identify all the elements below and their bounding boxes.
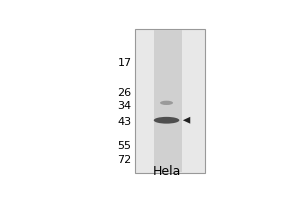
Ellipse shape xyxy=(154,117,179,124)
Bar xyxy=(154,30,182,172)
Text: 17: 17 xyxy=(118,58,132,68)
Text: 34: 34 xyxy=(118,101,132,111)
Text: 72: 72 xyxy=(117,155,132,165)
Polygon shape xyxy=(183,117,190,124)
Ellipse shape xyxy=(160,101,173,105)
Text: Hela: Hela xyxy=(152,165,181,178)
Text: 43: 43 xyxy=(118,117,132,127)
Text: 55: 55 xyxy=(118,141,132,151)
Text: 26: 26 xyxy=(118,88,132,98)
Bar xyxy=(135,29,205,173)
